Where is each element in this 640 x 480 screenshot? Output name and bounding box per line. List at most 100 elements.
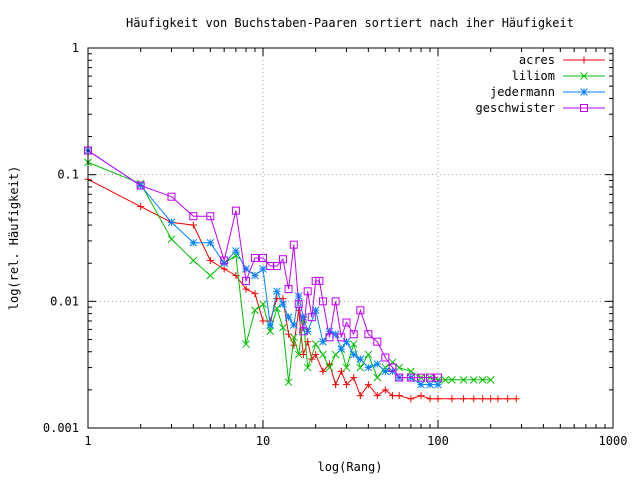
data-point <box>342 381 350 389</box>
data-point <box>278 255 287 264</box>
data-point <box>273 287 281 296</box>
x-tick-label: 1 <box>84 434 91 448</box>
data-point <box>364 350 373 359</box>
data-point <box>232 247 240 255</box>
data-point <box>356 392 364 400</box>
data-point <box>417 373 426 382</box>
data-point <box>242 276 251 285</box>
data-point <box>251 271 259 280</box>
y-tick-label: 0.01 <box>50 294 79 308</box>
data-point <box>381 386 389 394</box>
data-point <box>299 351 307 359</box>
data-point <box>220 259 229 268</box>
data-point <box>279 323 287 332</box>
data-point <box>242 340 250 348</box>
data-point <box>259 317 267 325</box>
data-point <box>478 375 487 384</box>
data-point <box>307 313 316 322</box>
legend-marker <box>580 56 588 64</box>
data-point <box>312 351 320 359</box>
data-point <box>289 240 298 249</box>
data-point <box>349 330 358 339</box>
data-point <box>337 345 346 353</box>
data-point <box>434 373 442 382</box>
data-point <box>289 321 298 329</box>
data-point <box>231 206 240 215</box>
series-line-geschwister <box>87 150 438 379</box>
data-point <box>294 350 303 359</box>
legend-marker <box>580 88 588 96</box>
data-point <box>395 392 403 400</box>
x-tick-label: 1000 <box>599 434 628 448</box>
data-point <box>167 192 176 201</box>
legend-label: acres <box>519 53 555 67</box>
data-point <box>356 363 365 372</box>
data-point <box>303 327 312 336</box>
data-point <box>332 381 340 389</box>
data-point <box>459 375 468 384</box>
data-point <box>266 327 275 336</box>
data-point <box>373 373 382 382</box>
series-geschwister <box>84 146 442 382</box>
data-point <box>189 238 198 247</box>
data-point <box>220 256 229 265</box>
x-axis-label: log(Rang) <box>317 460 382 474</box>
data-point <box>318 297 327 306</box>
data-point <box>206 257 214 265</box>
x-tick-label: 100 <box>427 434 449 448</box>
data-point <box>189 212 198 221</box>
data-point <box>512 395 520 403</box>
data-point <box>389 392 397 400</box>
data-point <box>349 340 358 348</box>
data-point <box>250 253 259 262</box>
data-point <box>470 395 478 403</box>
y-tick-label: 1 <box>72 41 79 55</box>
data-point <box>319 350 327 359</box>
y-tick-label: 0.1 <box>57 168 79 182</box>
data-point <box>251 306 259 315</box>
data-point <box>319 367 327 375</box>
data-point <box>448 375 456 384</box>
data-point <box>406 373 415 382</box>
data-point <box>395 373 404 382</box>
legend-marker <box>580 104 588 112</box>
data-point <box>206 212 215 221</box>
data-point <box>373 337 382 346</box>
data-point <box>434 380 442 389</box>
legend-entry-liliom: liliom <box>512 69 605 83</box>
data-point <box>259 300 267 309</box>
data-point <box>337 367 345 375</box>
data-point <box>381 353 390 362</box>
data-point <box>342 318 351 327</box>
data-point <box>303 287 312 296</box>
data-point <box>294 300 303 309</box>
data-point <box>342 363 351 372</box>
data-point <box>311 340 320 348</box>
data-point <box>266 321 275 329</box>
data-point <box>469 375 478 384</box>
legend-entry-acres: acres <box>519 53 605 67</box>
data-point <box>289 333 298 342</box>
data-point <box>342 337 351 346</box>
data-point <box>349 350 358 359</box>
data-point <box>434 395 442 403</box>
data-point <box>242 285 250 293</box>
data-point <box>373 392 381 400</box>
data-point <box>284 378 293 387</box>
data-point <box>167 235 176 243</box>
data-point <box>373 360 382 368</box>
legend-entry-geschwister: geschwister <box>476 101 605 115</box>
data-point <box>284 285 293 294</box>
y-tick-label: 0.001 <box>43 421 79 435</box>
data-point <box>441 375 450 384</box>
data-point <box>284 313 293 322</box>
data-point <box>426 380 434 389</box>
data-point <box>479 395 487 403</box>
data-point <box>417 392 425 400</box>
x-tick-label: 10 <box>256 434 270 448</box>
legend-entry-jedermann: jedermann <box>490 85 605 99</box>
data-point <box>325 333 334 342</box>
data-point <box>494 395 502 403</box>
